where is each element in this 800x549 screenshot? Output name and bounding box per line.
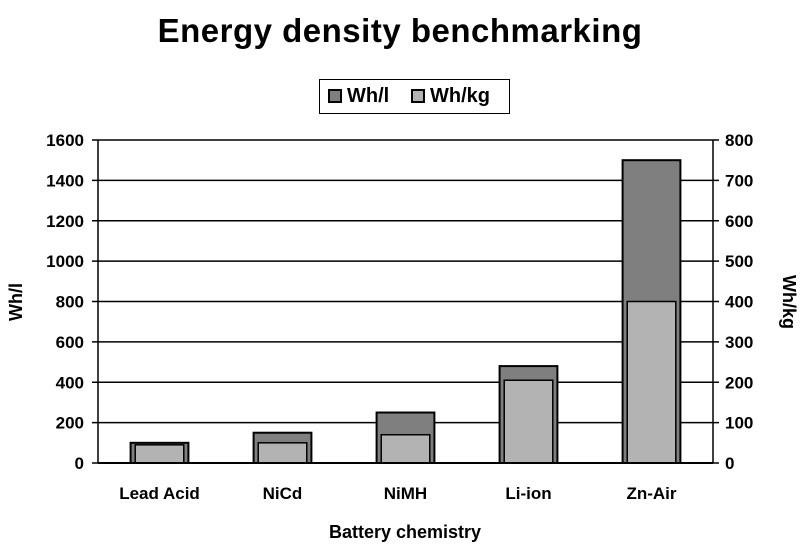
bar-whkg — [134, 444, 185, 464]
legend-label-whl: Wh/l — [347, 85, 390, 107]
y2-axis-label: Wh/kg — [779, 275, 799, 329]
legend-swatch-whkg — [411, 89, 425, 103]
y2-tick-label: 500 — [725, 252, 753, 271]
x-axis-label: Battery chemistry — [329, 522, 481, 542]
bar-whkg — [503, 379, 554, 464]
y-tick-label: 0 — [75, 454, 84, 473]
y2-tick-label: 700 — [725, 171, 753, 190]
y-tick-label: 400 — [56, 373, 84, 392]
x-tick-label: Zn-Air — [626, 484, 676, 503]
y-tick-label: 800 — [56, 293, 84, 312]
bar-whkg — [626, 300, 677, 464]
legend: Wh/l Wh/kg — [319, 79, 510, 114]
bar-whkg — [257, 442, 308, 464]
y-tick-label: 1400 — [46, 171, 84, 190]
y-tick-label: 1000 — [46, 252, 84, 271]
x-tick-label: NiCd — [263, 484, 303, 503]
y-tick-label: 1200 — [46, 212, 84, 231]
y-tick-label: 1600 — [46, 131, 84, 150]
bar-whkg — [380, 433, 431, 464]
y2-tick-label: 200 — [725, 373, 753, 392]
legend-item-whkg: Wh/kg — [411, 86, 490, 106]
y2-tick-label: 800 — [725, 131, 753, 150]
y-tick-label: 200 — [56, 414, 84, 433]
x-tick-label: Lead Acid — [119, 484, 200, 503]
y2-tick-label: 300 — [725, 333, 753, 352]
x-tick-label: Li-ion — [505, 484, 551, 503]
x-tick-label: NiMH — [384, 484, 427, 503]
chart-title: Energy density benchmarking — [157, 12, 643, 49]
legend-swatch-whl — [328, 89, 342, 103]
tick-labels: 0 200 400 600 800 1000 1200 1400 1600 0 100 200 300 4… — [46, 131, 753, 503]
legend-item-whl: Wh/l — [328, 86, 389, 106]
bars — [129, 159, 682, 465]
y2-tick-label: 400 — [725, 293, 753, 312]
y2-tick-label: 600 — [725, 212, 753, 231]
axes — [92, 139, 719, 464]
legend-label-whkg: Wh/kg — [430, 85, 490, 107]
y-tick-label: 600 — [56, 333, 84, 352]
y-axis-label: Wh/l — [6, 283, 26, 321]
grid-lines — [98, 139, 713, 424]
y2-tick-label: 100 — [725, 414, 753, 433]
y2-tick-label: 0 — [725, 454, 734, 473]
